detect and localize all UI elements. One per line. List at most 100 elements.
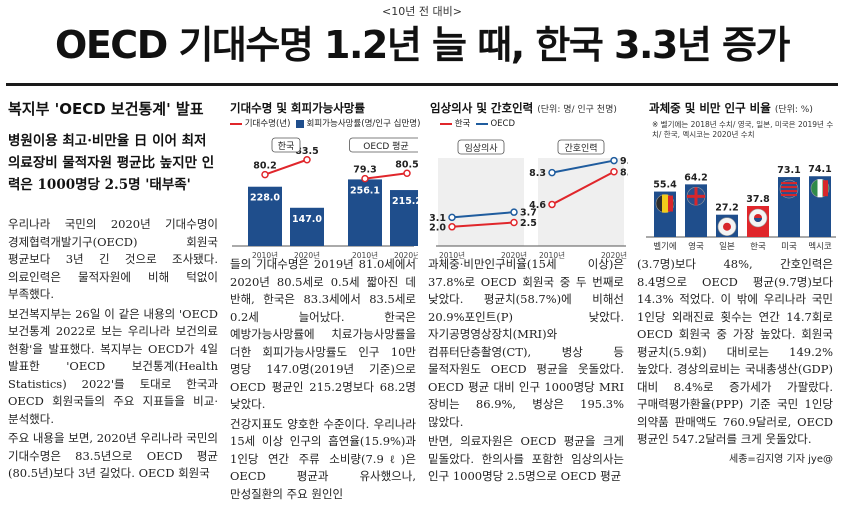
section-title: 복지부 'OECD 보건통계' 발표 (8, 100, 204, 118)
flag-icon-disc (754, 218, 762, 223)
chart2-oecd-label: 3.7 (520, 208, 537, 219)
chart3-value-label: 73.1 (777, 165, 800, 176)
chart2-oecd-label: 3.1 (429, 213, 446, 224)
chart1-bar-label: 228.0 (250, 193, 280, 204)
chart2-legend-oecd: OECD (490, 119, 515, 129)
body-column-1: 우리나라 국민의 2020년 기대수명이 경제협력개발기구(OECD) 회원국 … (8, 216, 218, 485)
chart2-oecd-point (610, 156, 618, 165)
paragraph: 주요 내용을 보면, 2020년 우리나라 국민의 기대수명은 83.5년으로 … (8, 431, 218, 480)
chart2-oecd-label: 8.3 (529, 168, 546, 179)
chart2-oecd-point (510, 208, 518, 216)
chart3-value-label: 64.2 (684, 172, 707, 183)
chart1-group-label: OECD 평균 (363, 141, 408, 152)
chart2-svg: 임상의사 간호인력 3.1 3.7 8.3 9.7 2.0 2.5 4.6 8.4 2010년 202… (429, 139, 628, 260)
headline-rule (6, 83, 838, 86)
chart1-bar-label: 215.2 (392, 196, 418, 207)
paragraph: 들의 기대수명은 2019년 81.0세에서 2020년 80.5세로 0.5세… (230, 257, 416, 411)
chart2-group-label-box (557, 139, 605, 155)
chart2-korea-line (451, 221, 515, 228)
flag-icon-stripe (823, 180, 828, 197)
deck-subheadline: 병원이용 최고·비만율 日 이어 최저 의료장비 물적자원 평균比 높지만 인력… (8, 133, 215, 193)
chart2-x-tick-label: 2020년 (501, 250, 527, 260)
chart3-category-label: 벨기에 (653, 241, 676, 252)
chart3-title: 과체중 및 비만 인구 비율 (단위: %) (649, 100, 813, 116)
chart3-title-text: 과체중 및 비만 인구 비율 (649, 101, 771, 115)
chart2-title-text: 임상의사 및 간호인력 (430, 101, 534, 115)
chart3-category-label: 멕시코 (808, 241, 832, 252)
flag-icon-stripe (694, 187, 698, 206)
chart2-group-label: 간호인력 (564, 142, 597, 154)
flag-icon-stripe (781, 186, 797, 189)
chart1-line-point (403, 169, 411, 177)
flag-icon-stripe (781, 182, 797, 185)
chart2-oecd-point (548, 168, 556, 177)
body-column-3: 과체중·비만인구비율(15세 이상)은 37.8%로 OECD 회원국 중 두 … (428, 256, 624, 488)
chart2-korea-point (610, 168, 618, 176)
chart2-korea-label: 2.0 (429, 222, 446, 233)
chart1-bar (390, 190, 418, 246)
korea-legend-icon (440, 122, 452, 125)
chart3-value-label: 27.2 (715, 203, 738, 214)
chart1-legend-line-label: 기대수명(년) (244, 119, 291, 129)
chart3-value-label: 74.1 (808, 164, 831, 175)
chart2-legend: 한국 OECD (440, 117, 515, 129)
chart2-x-tick-label: 2010년 (439, 250, 465, 260)
chart2-korea-label: 2.5 (520, 218, 537, 229)
paragraph: 우리나라 국민의 2020년 기대수명이 경제협력개발기구(OECD) 회원국 … (8, 217, 218, 301)
chart1-x-tick-label: 2010년 (252, 250, 278, 260)
flag-icon-disc (723, 222, 731, 231)
chart1-group-label: 한국 (278, 141, 295, 152)
chart3-unit: (단위: %) (774, 105, 813, 115)
chart1-line-point (361, 174, 369, 183)
paragraph: 과체중·비만인구비율(15세 이상)은 37.8%로 OECD 회원국 중 두 … (428, 257, 624, 429)
chart1-legend-bar-label: 회피가능사망률(명/인구 십만명) (306, 119, 421, 129)
chart1-line-label: 80.2 (253, 161, 276, 172)
chart1-line-segment (364, 172, 408, 180)
chart3-category-label: 영국 (688, 241, 704, 252)
flag-icon (779, 179, 799, 199)
chart1-group-label-box (349, 137, 418, 153)
paragraph: 건강지표도 양호한 수준이다. 우리나라 15세 이상 인구의 흡연율(15.9… (230, 416, 416, 501)
chart2-x-tick-label: 2010년 (539, 250, 565, 260)
chart1-bar-label: 256.1 (350, 185, 380, 196)
bar-legend-icon (295, 119, 304, 128)
chart3-svg: 55.4 벨기에 64.2 영국 27.2 일본 37.8 한국 73.1 미국 74.1 멕시코 (646, 164, 836, 252)
paragraph: (3.7명)보다 48%, 간호인력은 8.4명으로 OECD 평균(9.7명)… (637, 257, 833, 446)
flag-icon-stripe (668, 195, 673, 212)
chart2-korea-point (510, 218, 518, 227)
chart2-group-label-box (457, 139, 505, 155)
chart2-oecd-line (551, 159, 615, 174)
chart3-category-label: 한국 (750, 242, 766, 252)
chart2-korea-point (448, 223, 456, 231)
chart2-legend-korea: 한국 (454, 119, 471, 129)
chart3-category-label: 미국 (781, 242, 797, 252)
chart1-bar (348, 179, 382, 246)
chart2-korea-line (551, 170, 615, 206)
byline: 세종=김지영 기자 jye@ (729, 453, 833, 465)
flag-icon-stripe (662, 194, 668, 213)
paragraph: 보건복지부는 26일 이 같은 내용의 'OECD 보건통계 2022로 보는 … (8, 306, 218, 426)
paragraph: 반면, 의료자원은 OECD 평균을 크게 밑돌았다. 한의사를 포함한 임상의… (428, 434, 624, 483)
chart1-line-segment (264, 158, 308, 176)
chart1-line-label: 80.5 (395, 159, 418, 170)
chart2-korea-label: 4.6 (529, 200, 546, 211)
body-column-2: 들의 기대수명은 2019년 81.0세에서 2020년 80.5세로 0.5세… (230, 256, 416, 505)
chart2-oecd-label: 9.7 (620, 156, 628, 167)
flag-icon-stripe (817, 179, 823, 198)
oecd-legend-icon (475, 122, 488, 125)
chart2-panel-bg (438, 158, 524, 246)
chart1-line-point (261, 170, 269, 179)
chart2-group-label: 임상의사 (464, 142, 498, 154)
chart1-svg: 228.0 147.0 256.1 215.2 80.2 83.5 79.3 80.5 한국 OE… (232, 137, 418, 260)
chart1-title: 기대수명 및 회피가능사망률 (230, 101, 365, 115)
chart2-title: 임상의사 및 간호인력 (단위: 명/ 인구 천명) (430, 100, 617, 116)
chart2-korea-point (548, 200, 556, 209)
chart1-bar-label: 147.0 (292, 214, 322, 225)
chart1-line-label: 83.5 (295, 146, 318, 157)
chart2-unit: (단위: 명/ 인구 천명) (537, 105, 617, 115)
chart1-bar (248, 186, 282, 246)
headline: OECD 기대수명 1.2년 늘 때, 한국 3.3년 증가 (55, 23, 790, 67)
chart1-legend: 기대수명(년) 회피가능사망률(명/인구 십만명) (230, 117, 420, 129)
chart3-note: ※ 벨기에는 2018년 수치/ 영국, 일본, 미국은 2019년 수치/ 한… (652, 120, 834, 139)
line-legend-icon (230, 122, 242, 125)
